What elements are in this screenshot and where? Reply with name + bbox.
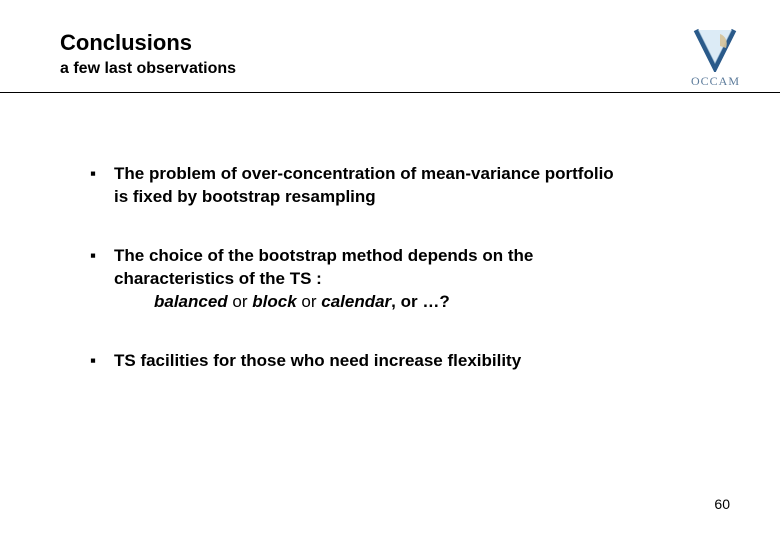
bullet-2-opt3: calendar — [321, 292, 391, 311]
slide-title: Conclusions — [60, 30, 720, 56]
bullet-1: ▪ The problem of over-concentration of m… — [90, 163, 710, 209]
logo-text: OCCAM — [691, 74, 740, 89]
bullet-2-opt2: block — [252, 292, 296, 311]
logo-v-icon — [692, 28, 738, 72]
bullet-2: ▪ The choice of the bootstrap method dep… — [90, 245, 710, 314]
bullet-2-tail: , or …? — [391, 292, 450, 311]
bullet-1-text: The problem of over-concentration of mea… — [114, 163, 614, 209]
slide-subtitle: a few last observations — [60, 60, 720, 78]
occam-logo: OCCAM — [691, 28, 740, 89]
slide-header: Conclusions a few last observations OCCA… — [0, 0, 780, 86]
bullet-2-sep1: or — [228, 292, 253, 311]
bullet-marker-icon: ▪ — [90, 163, 114, 209]
bullet-2-opt1: balanced — [154, 292, 228, 311]
bullet-2-subline: balanced or block or calendar, or …? — [114, 292, 450, 311]
slide-body: ▪ The problem of over-concentration of m… — [0, 93, 780, 373]
page-number: 60 — [714, 496, 730, 512]
bullet-3-text: TS facilities for those who need increas… — [114, 350, 614, 373]
bullet-marker-icon: ▪ — [90, 245, 114, 314]
bullet-2-main: The choice of the bootstrap method depen… — [114, 246, 533, 288]
bullet-marker-icon: ▪ — [90, 350, 114, 373]
bullet-3: ▪ TS facilities for those who need incre… — [90, 350, 710, 373]
bullet-2-sep2: or — [297, 292, 322, 311]
bullet-2-text: The choice of the bootstrap method depen… — [114, 245, 614, 314]
